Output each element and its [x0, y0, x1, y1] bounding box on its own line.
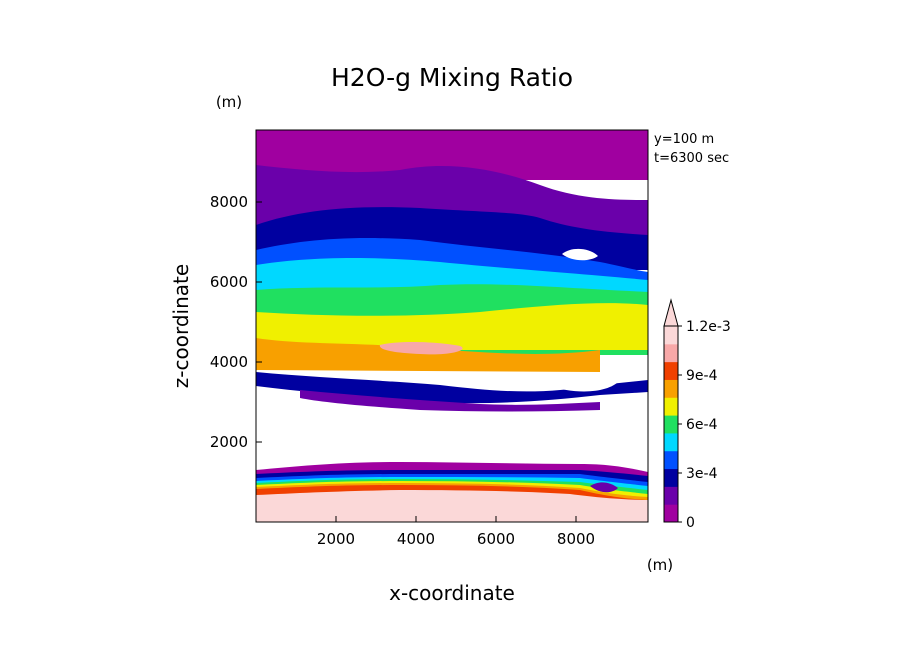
colorbar-tick-label: 1.2e-3 — [686, 319, 731, 335]
y-ticks: 2000 4000 6000 8000 — [210, 193, 262, 451]
colorbar-tick-label: 6e-4 — [686, 417, 718, 433]
y-axis-label: z-coordinate — [169, 264, 193, 388]
colorbar-cell — [664, 397, 678, 416]
colorbar-cell — [664, 326, 678, 345]
contour-band-surface-notch — [590, 482, 618, 493]
annotation-t: t=6300 sec — [654, 151, 729, 166]
x-tick-label: 4000 — [397, 530, 435, 548]
white-patch-mid — [545, 373, 620, 392]
colorbar-tick-label: 9e-4 — [686, 368, 718, 384]
colorbar-cell — [664, 379, 678, 398]
x-unit-label: (m) — [647, 556, 673, 574]
colorbar-ticks: 0 3e-4 6e-4 9e-4 1.2e-3 — [678, 319, 731, 531]
chart-title: H2O-g Mixing Ratio — [331, 63, 573, 92]
annotation-y: y=100 m — [654, 132, 714, 147]
colorbar-cell — [664, 486, 678, 505]
y-tick-label: 4000 — [210, 353, 248, 371]
colorbar-cell — [664, 432, 678, 452]
x-ticks: 2000 4000 6000 8000 — [317, 516, 595, 548]
contour-patch-pink — [379, 342, 463, 355]
colorbar-tick-label: 3e-4 — [686, 466, 718, 482]
colorbar-cell — [664, 450, 678, 470]
x-tick-label: 6000 — [477, 530, 515, 548]
colorbar-tick-label: 0 — [686, 515, 695, 531]
contour-band-yellow — [256, 303, 648, 350]
contour-band-mid-violet — [300, 390, 600, 412]
y-unit-label: (m) — [216, 93, 242, 111]
x-tick-label: 8000 — [557, 530, 595, 548]
colorbar-cells — [664, 326, 678, 522]
colorbar-cell — [664, 504, 678, 522]
y-tick-label: 2000 — [210, 433, 248, 451]
x-tick-label: 2000 — [317, 530, 355, 548]
colorbar-cell — [664, 343, 678, 363]
colorbar-cell — [664, 468, 678, 487]
contour-band-orange — [256, 338, 600, 372]
colorbar-cell — [664, 415, 678, 434]
colorbar-cell — [664, 361, 678, 380]
x-axis-label: x-coordinate — [389, 581, 515, 605]
y-tick-label: 6000 — [210, 273, 248, 291]
plot-frame — [255, 129, 649, 523]
plot-area — [256, 130, 648, 522]
contour-band-surface — [256, 490, 648, 522]
colorbar-extend-arrow — [663, 298, 679, 327]
y-tick-label: 8000 — [210, 193, 248, 211]
colorbar: 0 3e-4 6e-4 9e-4 1.2e-3 — [663, 298, 731, 531]
white-patch-upper — [562, 248, 598, 261]
